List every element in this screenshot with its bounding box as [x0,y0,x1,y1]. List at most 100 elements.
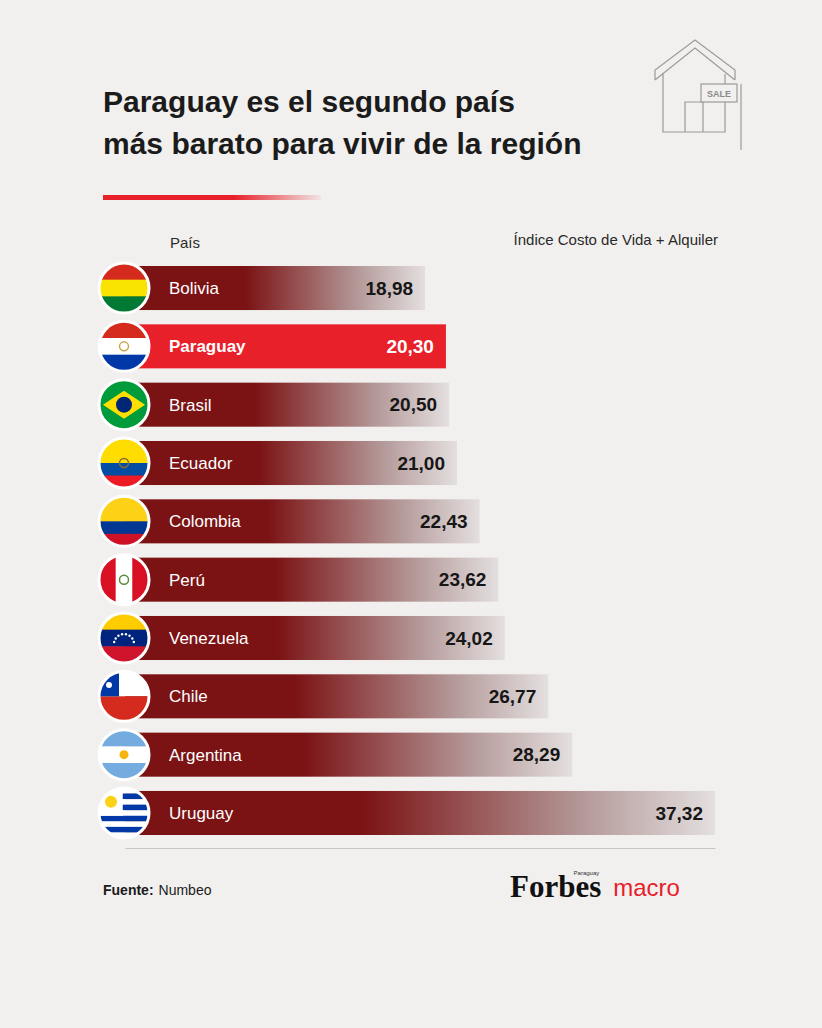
flag [99,263,149,314]
flag [99,321,149,372]
category-label: Colombia [169,512,241,531]
flag-part [99,671,149,696]
data-label: 22,43 [420,511,468,532]
flag-part [121,633,123,635]
flag [99,496,149,547]
axis-line [126,848,716,849]
flag-part [116,397,132,413]
category-label: Perú [169,571,205,590]
flag [99,788,149,838]
flag-border [99,613,149,663]
background [0,0,822,1028]
flag-border [99,380,149,430]
flag [99,671,149,721]
flag-part [120,750,129,759]
flag-part [99,816,149,822]
flag-part [116,555,133,605]
flag [99,380,149,430]
data-label: 28,29 [513,744,561,765]
category-label: Argentina [169,746,242,765]
flag-part [99,696,149,721]
flag-part [128,634,130,636]
flag-part [131,637,133,639]
flag-part [125,633,127,635]
flag-border [99,263,149,313]
category-label: Chile [169,687,208,706]
flag-part [99,380,149,430]
source-label: Fuente: [103,882,154,898]
logo-tag: macro [613,874,680,901]
data-labels: 18,98 20,30 20,50 21,00 22,43 23,62 24,02 26,77… [366,278,703,824]
flag-part [105,796,117,808]
bar [125,674,548,718]
flag-part [120,342,129,351]
flag [99,730,149,781]
flag-border [99,788,149,838]
flag [99,613,149,664]
data-label: 23,62 [439,569,487,590]
title-underline [103,195,321,200]
x-axis [126,848,716,849]
flag-part [99,280,149,297]
flag-part [99,463,149,476]
flag-part [99,521,149,534]
bar [125,499,480,543]
data-label: 37,32 [655,803,703,824]
data-label: 20,50 [390,394,438,415]
bar [125,616,505,660]
bar [125,441,457,485]
house-sign [701,84,737,102]
flag-part [120,459,129,468]
category-label: Paraguay [169,337,246,356]
flag-border [99,321,149,371]
flag-border [99,671,149,721]
source-name: Numbeo [159,882,212,898]
data-label: 24,02 [445,628,493,649]
flag-border [99,496,149,546]
category-label: Ecuador [169,454,233,473]
flag-part [99,338,149,355]
flag-border [99,730,149,780]
flag-part [117,634,119,636]
title: Paraguay es el segundo paísmás barato pa… [103,85,582,160]
category-label: Venezuela [169,629,249,648]
category-label: Uruguay [169,804,234,823]
bar [125,558,498,602]
flag-part [133,641,135,643]
flag-part [113,641,115,643]
flag-part [120,575,129,584]
data-label: 21,00 [397,453,445,474]
bar [125,383,449,427]
bars [125,266,715,835]
flag-part [106,682,112,688]
flag-part [99,496,149,522]
flag [99,555,150,605]
flag-border [99,438,149,488]
flag-part [99,821,149,827]
flag-part [103,391,145,419]
logo: Forbes [510,869,601,904]
data-label: 26,77 [489,686,537,707]
flag-part [114,637,116,639]
flag-part [99,438,149,464]
bar [125,733,572,777]
bar [125,791,715,835]
sign-post [740,84,741,150]
value-header: Índice Costo de Vida + Alquiler [514,231,718,248]
category-label: Bolivia [169,279,220,298]
source: Fuente: Numbeo [103,882,212,898]
flag-part [99,630,149,647]
category-labels: Bolivia Paraguay Brasil Ecuador Colombia Perú… [169,279,249,823]
flag [99,438,149,489]
flag-part [99,746,149,763]
category-header: País [170,234,200,251]
flag-border [99,555,149,605]
logo-sub: Paraguay [574,870,600,876]
data-label: 18,98 [366,278,414,299]
bar [125,266,425,310]
bar [125,324,446,368]
chart: SALE Paraguay es el segundo paísmás barat… [0,0,822,1028]
category-label: Brasil [169,396,212,415]
data-label: 20,30 [386,336,434,357]
house-icon: SALE [655,40,741,150]
